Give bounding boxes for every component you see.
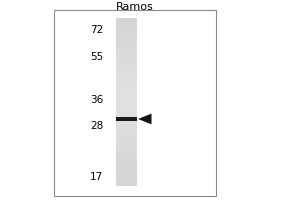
Bar xyxy=(116,130,136,136)
Bar xyxy=(116,113,136,119)
Bar xyxy=(116,18,136,186)
Bar xyxy=(116,57,136,63)
Bar xyxy=(116,124,136,130)
Bar xyxy=(116,181,136,186)
Bar xyxy=(116,164,136,169)
Bar xyxy=(116,147,136,153)
Bar xyxy=(116,18,136,23)
Bar xyxy=(116,158,136,164)
Bar xyxy=(116,29,136,34)
Text: 28: 28 xyxy=(90,121,104,131)
Bar xyxy=(116,23,136,29)
Bar xyxy=(116,91,136,96)
Text: Ramos: Ramos xyxy=(116,2,154,12)
Bar xyxy=(116,119,136,124)
Bar xyxy=(116,74,136,79)
Bar xyxy=(116,169,136,175)
Bar xyxy=(116,153,136,158)
Bar xyxy=(116,40,136,46)
Bar xyxy=(116,141,136,147)
Text: 17: 17 xyxy=(90,172,104,182)
Bar xyxy=(116,117,136,121)
Text: 55: 55 xyxy=(90,52,104,62)
Text: 36: 36 xyxy=(90,95,104,105)
Bar xyxy=(116,63,136,68)
Bar xyxy=(116,175,136,181)
Polygon shape xyxy=(138,114,152,124)
Bar xyxy=(116,79,136,85)
Bar xyxy=(116,102,136,108)
Bar xyxy=(116,85,136,91)
Bar xyxy=(116,68,136,74)
Bar xyxy=(116,34,136,40)
Bar xyxy=(116,108,136,113)
Bar xyxy=(116,96,136,102)
Bar xyxy=(116,51,136,57)
Bar xyxy=(116,46,136,51)
Bar xyxy=(116,136,136,141)
Text: 72: 72 xyxy=(90,25,104,35)
Bar xyxy=(54,10,216,196)
